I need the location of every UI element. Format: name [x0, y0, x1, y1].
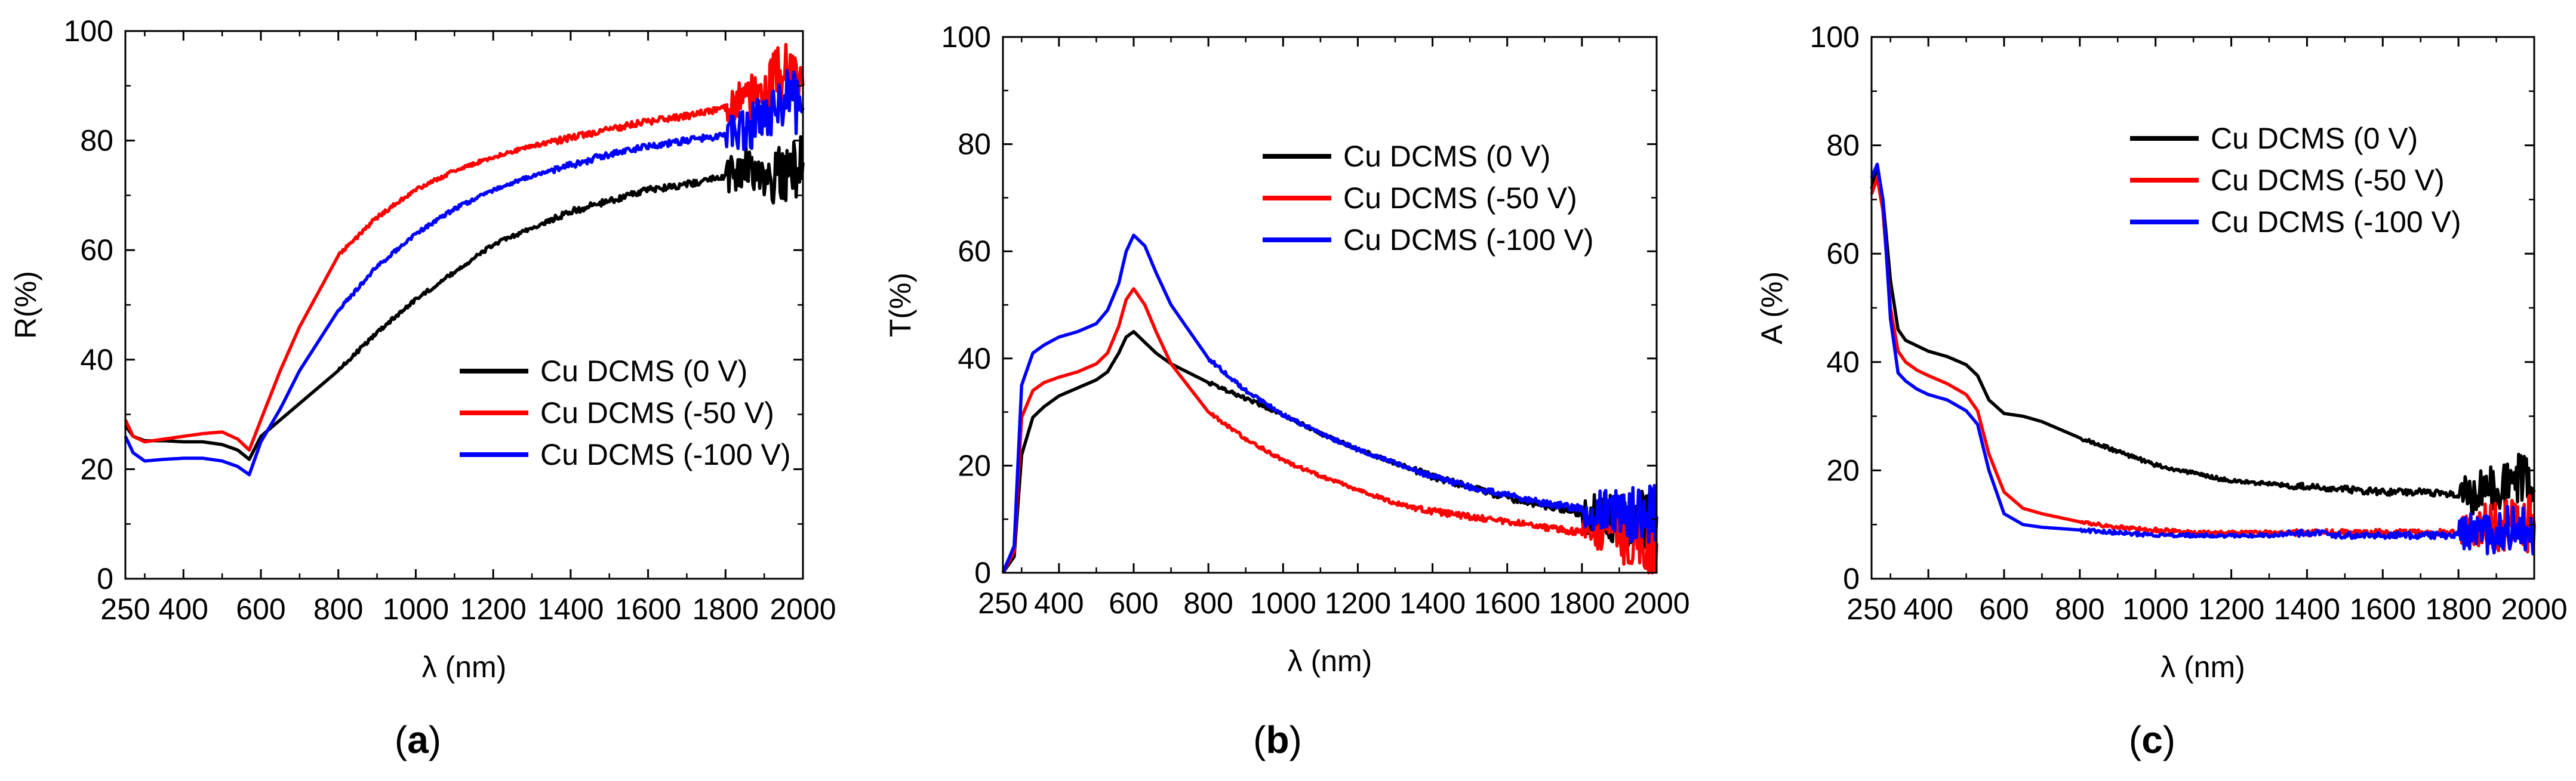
caption-paren: ) — [429, 718, 441, 761]
series-line-2 — [1001, 233, 1658, 574]
series-line-1 — [1001, 287, 1658, 575]
x-tick-label: 400 — [1903, 592, 1953, 626]
x-tick-label: 2000 — [2501, 592, 2567, 626]
y-tick-label: 60 — [958, 234, 991, 268]
x-axis-label: λ (nm) — [422, 650, 507, 684]
y-tick-label: 100 — [1810, 20, 1860, 54]
y-tick-label: 20 — [1826, 453, 1860, 487]
x-tick-label: 1400 — [537, 592, 604, 626]
y-tick-label: 100 — [941, 20, 991, 54]
y-tick-label: 100 — [64, 14, 113, 48]
x-tick-label: 1800 — [2426, 592, 2492, 626]
y-axis-label: R(%) — [9, 271, 42, 339]
panel-b: 250 400 600 800 1000 1200 1400 1600 1800 2000 0 20 4… — [884, 20, 1690, 761]
panel-caption: (c) — [2129, 718, 2175, 761]
series-line-0 — [124, 135, 805, 461]
x-tick-label: 400 — [159, 592, 208, 626]
panel-a: 250 400 600 800 1000 1200 1400 1600 1800 2000 0 20 4… — [9, 14, 836, 761]
caption-letter: b — [1266, 718, 1289, 761]
legend: Cu DCMS (0 V) Cu DCMS (-50 V) Cu DCMS (-10… — [1263, 140, 1594, 257]
x-tick-label: 1200 — [1325, 586, 1391, 620]
y-tick-label: 20 — [80, 452, 113, 486]
x-tick-label: 600 — [1979, 592, 2029, 626]
x-tick-label: 1000 — [1250, 586, 1316, 620]
series-lines — [1870, 162, 2536, 556]
series-line-1 — [124, 42, 805, 452]
series-line-0 — [1001, 330, 1658, 574]
x-tick-label: 1400 — [1399, 586, 1466, 620]
legend-entry: Cu DCMS (0 V) — [540, 354, 747, 388]
x-tick-label: 2000 — [770, 592, 836, 626]
legend-entry: Cu DCMS (-100 V) — [2211, 205, 2461, 239]
x-tick-label: 800 — [313, 592, 363, 626]
x-tick-label: 1800 — [693, 592, 759, 626]
legend: Cu DCMS (0 V) Cu DCMS (-50 V) Cu DCMS (-10… — [2130, 122, 2461, 239]
legend-entry: Cu DCMS (-100 V) — [540, 438, 791, 471]
x-tick-label: 1600 — [1474, 586, 1540, 620]
legend-entry: Cu DCMS (0 V) — [1343, 140, 1550, 173]
y-axis-label: A (%) — [1755, 271, 1789, 344]
plot-frame — [1002, 36, 1658, 574]
series-line-0 — [1870, 165, 2536, 519]
x-tick-label: 400 — [1034, 586, 1084, 620]
y-tick-label: 0 — [97, 562, 113, 595]
x-tick-label: 250 — [1846, 592, 1896, 626]
y-axis-label: T(%) — [884, 273, 917, 337]
y-tick-label: 60 — [1826, 237, 1860, 270]
x-tick-label: 1000 — [2122, 592, 2189, 626]
y-tick-label: 80 — [80, 124, 113, 158]
legend-entry: Cu DCMS (-100 V) — [1343, 223, 1594, 257]
legend-entry: Cu DCMS (0 V) — [2211, 122, 2418, 155]
y-tick-label: 0 — [1843, 562, 1860, 595]
x-tick-label: 1200 — [460, 592, 527, 626]
caption-paren: ( — [2129, 718, 2141, 761]
series-lines — [1001, 233, 1658, 575]
series-lines — [124, 42, 805, 477]
caption-paren: ) — [2163, 718, 2175, 761]
x-tick-label: 1800 — [1549, 586, 1615, 620]
y-tick-label: 60 — [80, 233, 113, 267]
series-line-2 — [124, 69, 805, 477]
x-tick-label: 800 — [1183, 586, 1233, 620]
y-tick-label: 0 — [974, 556, 991, 589]
legend-entry: Cu DCMS (-50 V) — [2211, 163, 2445, 197]
legend-entry: Cu DCMS (-50 V) — [1343, 181, 1577, 215]
y-tick-label: 40 — [1826, 345, 1860, 379]
y-tick-label: 40 — [958, 342, 991, 375]
x-tick-label: 1600 — [615, 592, 681, 626]
panel-caption: (b) — [1253, 718, 1302, 761]
plot-frame — [1870, 36, 2535, 580]
caption-letter: c — [2141, 718, 2163, 761]
x-tick-label: 250 — [978, 586, 1027, 620]
panel-caption: (a) — [395, 718, 441, 761]
x-tick-label: 800 — [2055, 592, 2104, 626]
x-tick-label: 2000 — [1623, 586, 1689, 620]
caption-paren: ) — [1289, 718, 1302, 761]
x-axis-label: λ (nm) — [1288, 644, 1372, 678]
x-tick-label: 600 — [1109, 586, 1158, 620]
x-tick-label: 250 — [100, 592, 150, 626]
y-tick-label: 20 — [958, 449, 991, 482]
x-tick-label: 600 — [236, 592, 285, 626]
caption-paren: ( — [1253, 718, 1266, 761]
caption-paren: ( — [395, 718, 407, 761]
panel-c: 250 400 600 800 1000 1200 1400 1600 1800 2000 0 20 4… — [1755, 20, 2568, 761]
caption-letter: a — [407, 718, 429, 761]
x-tick-label: 1200 — [2198, 592, 2264, 626]
x-tick-label: 1600 — [2350, 592, 2416, 626]
y-tick-label: 80 — [958, 128, 991, 161]
series-line-2 — [1870, 162, 2536, 556]
x-tick-label: 1400 — [2274, 592, 2340, 626]
legend-entry: Cu DCMS (-50 V) — [540, 396, 774, 430]
y-tick-label: 40 — [80, 343, 113, 376]
x-axis-label: λ (nm) — [2160, 650, 2245, 684]
x-tick-label: 1000 — [383, 592, 449, 626]
y-tick-label: 80 — [1826, 129, 1860, 162]
legend: Cu DCMS (0 V) Cu DCMS (-50 V) Cu DCMS (-10… — [460, 354, 791, 471]
